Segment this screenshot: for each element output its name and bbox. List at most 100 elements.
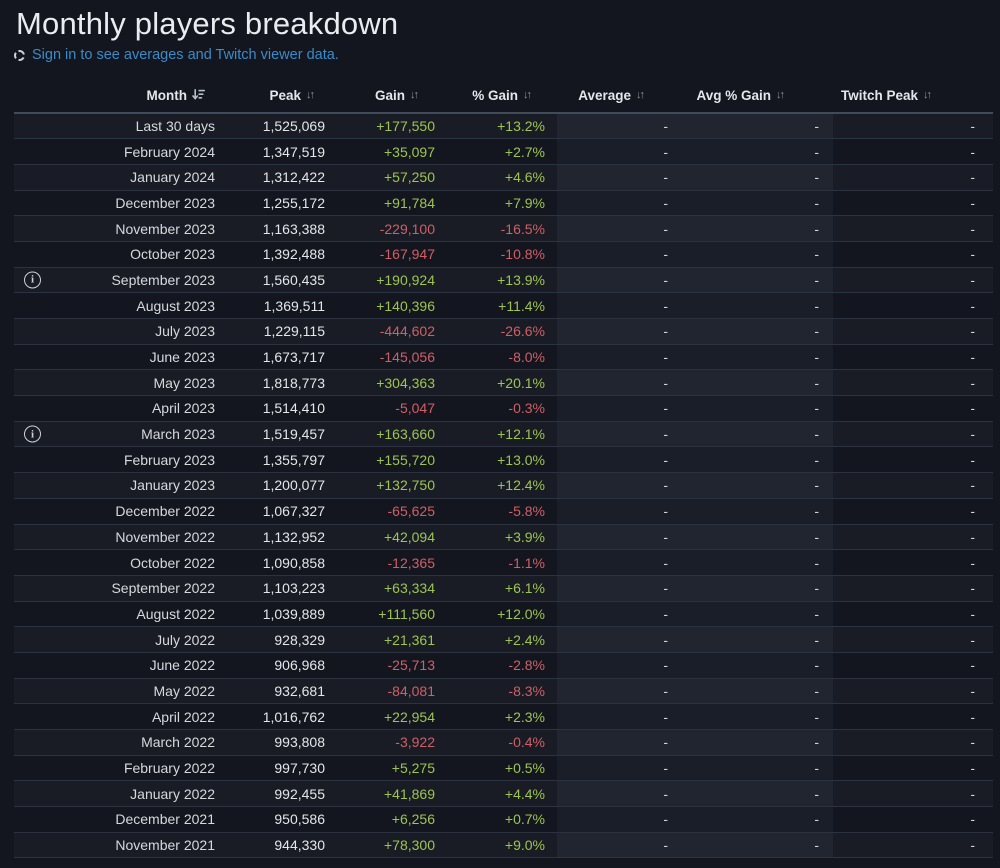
twitch-peak-cell: - <box>833 703 993 730</box>
sort-both-icon[interactable]: ↓↑ <box>923 88 932 101</box>
percent-gain-cell: +2.3% <box>447 703 557 730</box>
avg-percent-gain-cell: - <box>680 318 833 345</box>
gain-cell: -145,056 <box>337 344 447 371</box>
avg-percent-gain-cell: - <box>680 292 833 319</box>
twitch-peak-cell: - <box>833 113 993 140</box>
month-cell: i July 2023 <box>14 318 225 345</box>
average-cell: - <box>557 472 680 499</box>
sort-both-icon[interactable]: ↓↑ <box>523 88 532 101</box>
peak-cell: 932,681 <box>225 678 337 705</box>
table-row: i November 2023 1,163,388 -229,100 -16.5… <box>14 215 993 242</box>
table-row: i Last 30 days 1,525,069 +177,550 +13.2%… <box>14 113 993 140</box>
column-header-percent-gain[interactable]: % Gain ↓↑ <box>447 79 557 114</box>
month-label: November 2021 <box>115 837 215 854</box>
sort-both-icon[interactable]: ↓↑ <box>306 88 315 101</box>
avg-percent-gain-cell: - <box>680 241 833 268</box>
table-row: i December 2021 950,586 +6,256 +0.7% - -… <box>14 806 993 833</box>
peak-cell: 1,255,172 <box>225 190 337 217</box>
table-row: i January 2024 1,312,422 +57,250 +4.6% -… <box>14 164 993 191</box>
column-header-peak[interactable]: Peak ↓↑ <box>225 79 337 114</box>
percent-gain-cell: +12.4% <box>447 472 557 499</box>
info-icon[interactable]: i <box>24 271 41 289</box>
month-label: November 2022 <box>115 528 215 545</box>
month-cell: i May 2022 <box>14 678 225 705</box>
twitch-peak-cell: - <box>833 472 993 499</box>
avg-percent-gain-cell: - <box>680 626 833 653</box>
peak-cell: 1,067,327 <box>225 498 337 525</box>
avg-percent-gain-cell: - <box>680 780 833 808</box>
twitch-peak-cell: - <box>833 190 993 217</box>
gain-cell: +177,550 <box>337 113 447 140</box>
percent-gain-cell: +0.7% <box>447 806 557 833</box>
month-cell: i February 2024 <box>14 138 225 165</box>
column-header-avg-percent-gain[interactable]: Avg % Gain ↓↑ <box>680 79 833 114</box>
twitch-peak-cell: - <box>833 601 993 628</box>
column-header-average[interactable]: Average ↓↑ <box>557 79 680 114</box>
average-cell: - <box>557 164 680 191</box>
average-cell: - <box>557 626 680 653</box>
month-label: September 2022 <box>111 580 215 597</box>
gain-cell: +5,275 <box>337 755 447 782</box>
percent-gain-cell: +13.2% <box>447 113 557 140</box>
month-cell: i December 2022 <box>14 498 225 525</box>
gain-cell: -167,947 <box>337 241 447 268</box>
peak-cell: 1,229,115 <box>225 318 337 345</box>
avg-percent-gain-cell: - <box>680 498 833 525</box>
gain-cell: +140,396 <box>337 292 447 319</box>
twitch-peak-cell: - <box>833 755 993 782</box>
percent-gain-cell: -26.6% <box>447 318 557 345</box>
twitch-peak-cell: - <box>833 498 993 525</box>
twitch-peak-cell: - <box>833 267 993 294</box>
sort-both-icon[interactable]: ↓↑ <box>776 88 785 101</box>
month-label: April 2023 <box>151 400 215 417</box>
percent-gain-cell: +11.4% <box>447 292 557 319</box>
month-cell: i November 2021 <box>14 832 225 859</box>
gain-cell: -25,713 <box>337 652 447 679</box>
percent-gain-cell: -1.1% <box>447 549 557 576</box>
table-row: i December 2023 1,255,172 +91,784 +7.9% … <box>14 190 993 217</box>
table-row: i June 2022 906,968 -25,713 -2.8% - - - <box>14 652 993 679</box>
column-header-twitch-peak[interactable]: Twitch Peak ↓↑ <box>833 79 993 114</box>
average-cell: - <box>557 549 680 576</box>
twitch-peak-cell: - <box>833 318 993 345</box>
column-header-gain[interactable]: Gain ↓↑ <box>337 79 447 114</box>
table-row: i August 2023 1,369,511 +140,396 +11.4% … <box>14 292 993 319</box>
sort-both-icon[interactable]: ↓↑ <box>636 88 645 101</box>
peak-cell: 1,519,457 <box>225 421 337 448</box>
sort-descending-active-icon[interactable] <box>192 88 205 104</box>
avg-percent-gain-cell: - <box>680 421 833 448</box>
gain-cell: -65,625 <box>337 498 447 525</box>
gain-cell: +22,954 <box>337 703 447 730</box>
avg-percent-gain-cell: - <box>680 369 833 397</box>
gain-cell: -12,365 <box>337 549 447 576</box>
column-header-month[interactable]: Month <box>14 79 225 114</box>
twitch-peak-cell: - <box>833 780 993 808</box>
sign-in-link[interactable]: Sign in to see averages and Twitch viewe… <box>14 45 339 65</box>
avg-percent-gain-cell: - <box>680 164 833 191</box>
table-row: i February 2022 997,730 +5,275 +0.5% - -… <box>14 755 993 782</box>
info-icon[interactable]: i <box>24 425 41 443</box>
month-label: January 2024 <box>130 169 215 186</box>
sort-both-icon[interactable]: ↓↑ <box>410 88 419 101</box>
percent-gain-cell: +2.4% <box>447 626 557 653</box>
avg-percent-gain-cell: - <box>680 755 833 782</box>
peak-cell: 992,455 <box>225 780 337 808</box>
twitch-peak-cell: - <box>833 575 993 602</box>
peak-cell: 1,514,410 <box>225 395 337 422</box>
average-cell: - <box>557 729 680 756</box>
month-label: Last 30 days <box>135 118 215 135</box>
avg-percent-gain-cell: - <box>680 703 833 730</box>
page-title: Monthly players breakdown <box>16 6 399 41</box>
peak-cell: 950,586 <box>225 806 337 833</box>
month-cell: i March 2022 <box>14 729 225 756</box>
gain-cell: -3,922 <box>337 729 447 756</box>
table-row: i August 2022 1,039,889 +111,560 +12.0% … <box>14 601 993 628</box>
twitch-peak-cell: - <box>833 729 993 756</box>
peak-cell: 1,392,488 <box>225 241 337 268</box>
month-cell: i December 2023 <box>14 190 225 217</box>
average-cell: - <box>557 344 680 371</box>
column-header-twitch-peak-label: Twitch Peak <box>840 88 918 103</box>
gain-cell: +57,250 <box>337 164 447 191</box>
gain-cell: +163,660 <box>337 421 447 448</box>
